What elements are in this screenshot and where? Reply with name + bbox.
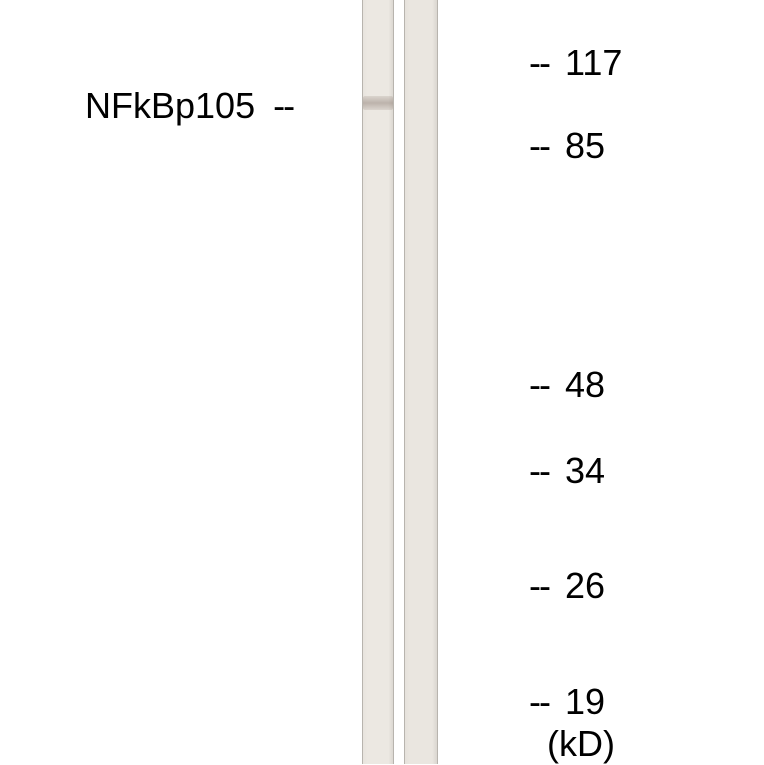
- mw-value: 26: [565, 565, 605, 607]
- mw-marker-85: -- 85: [529, 125, 605, 167]
- mw-marker-117: -- 117: [529, 42, 622, 84]
- protein-name-text: NFkBp105: [85, 85, 255, 127]
- mw-marker-19: -- 19: [529, 681, 605, 723]
- western-blot-figure: NFkBp105 -- -- 117 -- 85 -- 48 -- 34 -- …: [0, 0, 764, 764]
- blot-lane-2: [404, 0, 438, 764]
- mw-dash: --: [529, 450, 549, 492]
- mw-dash: --: [529, 565, 549, 607]
- blot-lane-1: [362, 0, 394, 764]
- protein-label-dash: --: [273, 85, 293, 127]
- mw-marker-48: -- 48: [529, 364, 605, 406]
- protein-band: [363, 96, 393, 110]
- mw-marker-26: -- 26: [529, 565, 605, 607]
- mw-dash: --: [529, 681, 549, 723]
- mw-marker-34: -- 34: [529, 450, 605, 492]
- mw-dash: --: [529, 364, 549, 406]
- mw-dash: --: [529, 125, 549, 167]
- mw-unit-label: (kD): [547, 723, 615, 765]
- mw-value: 117: [565, 42, 622, 84]
- mw-value: 34: [565, 450, 605, 492]
- protein-label: NFkBp105 --: [85, 85, 293, 127]
- mw-value: 85: [565, 125, 605, 167]
- mw-value: 48: [565, 364, 605, 406]
- mw-value: 19: [565, 681, 605, 723]
- mw-dash: --: [529, 42, 549, 84]
